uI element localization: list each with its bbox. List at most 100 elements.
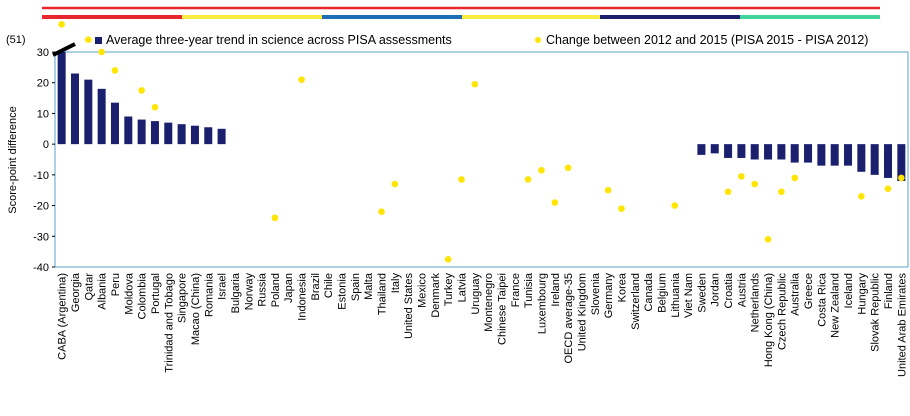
y-axis-label: Score-point difference: [7, 106, 19, 213]
bar: [857, 144, 866, 172]
y-tick-label: -20: [33, 201, 49, 213]
x-tick-label: United States: [403, 273, 415, 340]
dot: [724, 188, 732, 196]
dot: [751, 180, 759, 188]
x-tick-label: Switzerland: [630, 273, 642, 330]
x-tick-label: Portugal: [150, 273, 162, 314]
x-tick-label: Malta: [363, 272, 375, 300]
x-tick-label: Tunisia: [523, 272, 535, 308]
x-tick-label: Brazil: [310, 273, 322, 301]
x-tick-label: New Zealand: [830, 273, 842, 338]
x-tick-label: Mexico: [417, 273, 429, 308]
x-tick-label: Ireland: [550, 273, 562, 307]
dot: [151, 103, 159, 111]
x-tick-label: Colombia: [137, 272, 149, 319]
x-tick-label: Chile: [323, 273, 335, 298]
dot: [458, 176, 465, 183]
break-mark: [52, 42, 76, 57]
x-tick-label: Denmark: [430, 273, 442, 318]
x-tick-label: Japan: [283, 273, 295, 303]
bar: [204, 127, 213, 145]
bar: [150, 121, 159, 145]
dot: [444, 256, 452, 263]
y-tick-label: 30: [37, 47, 49, 59]
bar: [777, 144, 786, 160]
dot: [98, 48, 105, 56]
x-tick-label: Sweden: [696, 273, 708, 313]
bar: [737, 144, 746, 158]
x-tick-label: Italy: [390, 273, 402, 294]
bar: [164, 122, 173, 145]
dot: [764, 236, 772, 243]
bar: [190, 125, 199, 145]
x-tick-label: Croatia: [723, 272, 735, 308]
dot: [85, 36, 92, 44]
bar: [724, 144, 733, 158]
x-tick-label: Russia: [257, 272, 269, 307]
x-tick-label: Slovenia: [590, 272, 602, 315]
x-tick-label: United Kingdom: [576, 273, 588, 351]
x-tick-label: Iceland: [843, 273, 855, 308]
plot: [57, 52, 906, 181]
dot: [551, 199, 559, 206]
x-tick-label: Viet Nam: [683, 273, 695, 318]
bar: [217, 128, 226, 145]
x-tick-label: Poland: [270, 273, 282, 307]
bar: [137, 119, 146, 145]
x-tick-label: OECD average-35: [563, 273, 575, 364]
legend-label: Average three-year trend in science acro…: [106, 33, 452, 47]
dot: [791, 174, 799, 182]
x-tick-label: Netherlands: [750, 273, 762, 333]
dot: [524, 176, 532, 183]
x-tick-label: Hong Kong (China): [763, 273, 775, 367]
annotation: (51): [6, 34, 26, 46]
dot: [391, 180, 399, 188]
legend-swatch: [95, 37, 102, 44]
legend-label: Change between 2012 and 2015 (PISA 2015 …: [546, 33, 868, 47]
x-tick-label: Canada: [643, 272, 655, 311]
x-tick-label: Costa Rica: [816, 272, 828, 327]
x-tick-label: Thailand: [377, 273, 389, 315]
x-tick-label: Germany: [603, 273, 615, 319]
x-tick-label: Montenegro: [483, 273, 495, 332]
dot: [671, 202, 679, 209]
y-tick-label: 10: [37, 108, 49, 120]
x-tick-label: Trinidad and Tobago: [163, 273, 175, 373]
dot: [111, 67, 119, 74]
x-tick-label: Bulgaria: [230, 272, 242, 313]
bar: [870, 144, 879, 175]
x-tick-label: Luxembourg: [536, 273, 548, 334]
bar: [124, 116, 133, 145]
bar: [110, 102, 119, 145]
x-tick-label: Norway: [243, 273, 255, 311]
x-tick-label: Austria: [736, 272, 748, 307]
x-tick-label: Qatar: [83, 273, 95, 301]
bar: [884, 144, 893, 178]
x-tick-label: Australia: [790, 272, 802, 316]
dot: [471, 80, 479, 88]
legend-swatch: [535, 37, 541, 43]
x-tick-label: Czech Republic: [776, 273, 788, 351]
x-tick-label: Moldova: [123, 272, 135, 314]
x-tick-label: Belgium: [656, 273, 668, 313]
x-tick-label: United Arab Emirates: [896, 273, 908, 377]
x-tick-label: Estonia: [337, 272, 349, 310]
y-tick-label: -30: [33, 231, 49, 243]
bar: [830, 144, 839, 166]
x-tick-label: Latvia: [457, 272, 469, 302]
dot: [778, 188, 785, 196]
x-tick-label: Romania: [203, 272, 215, 317]
bar: [57, 52, 66, 145]
y-tick-label: -40: [33, 262, 49, 274]
dot: [298, 76, 305, 83]
x-tick-label: Greece: [803, 273, 815, 309]
dot: [884, 185, 892, 192]
bar: [817, 144, 826, 166]
dot: [858, 193, 865, 200]
dot: [378, 208, 385, 216]
bar: [764, 144, 773, 160]
x-tick-label: Albania: [97, 272, 109, 310]
dot: [604, 186, 612, 194]
bar: [177, 124, 186, 145]
